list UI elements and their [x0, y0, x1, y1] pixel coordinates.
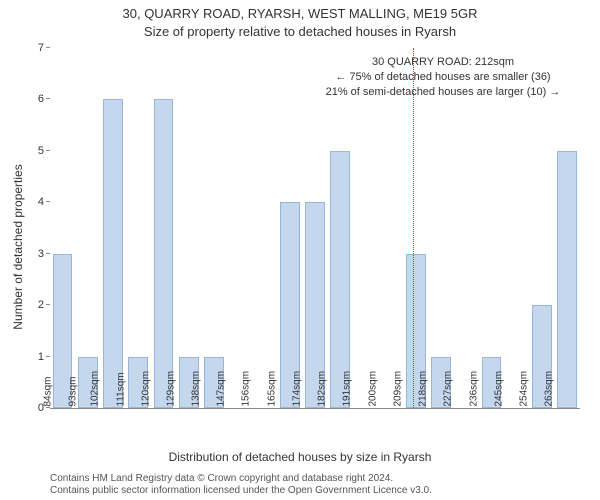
bar-slot: 245sqm: [504, 48, 529, 408]
x-tick-label: 93sqm: [67, 376, 78, 406]
x-tick-label: 174sqm: [292, 371, 303, 407]
x-tick-label: 182sqm: [317, 371, 328, 407]
x-tick-label: 236sqm: [468, 371, 479, 407]
annotation-line1: 30 QUARRY ROAD: 212sqm: [326, 55, 561, 70]
x-tick-label: 200sqm: [367, 371, 378, 407]
x-tick-label: 102sqm: [90, 371, 101, 407]
x-tick-label: 129sqm: [165, 371, 176, 407]
x-axis-label: Distribution of detached houses by size …: [0, 450, 600, 464]
bar-slot: 156sqm: [252, 48, 277, 408]
x-tick-label: 156sqm: [241, 371, 252, 407]
bar-slot: 236sqm: [479, 48, 504, 408]
x-tick-label: 191sqm: [342, 371, 353, 407]
y-axis-label: Number of detached properties: [11, 147, 25, 347]
bar: [103, 99, 123, 408]
x-tick-label: 111sqm: [116, 372, 127, 406]
bar-slot: 147sqm: [227, 48, 252, 408]
bar-slot: 200sqm: [378, 48, 403, 408]
bar-slot: 227sqm: [454, 48, 479, 408]
chart-annotation: 30 QUARRY ROAD: 212sqm ← 75% of detached…: [326, 55, 561, 100]
bar-slot: 218sqm: [429, 48, 454, 408]
bar-slot: 93sqm: [75, 48, 100, 408]
chart-title-line2: Size of property relative to detached ho…: [0, 24, 600, 39]
bar-slot: 254sqm: [529, 48, 554, 408]
bar-slot: 263sqm: [555, 48, 580, 408]
chart-title-line1: 30, QUARRY ROAD, RYARSH, WEST MALLING, M…: [0, 6, 600, 21]
bar-slot: 138sqm: [201, 48, 226, 408]
bar-slot: 174sqm: [302, 48, 327, 408]
x-tick-label: 120sqm: [140, 371, 151, 407]
annotation-line3: 21% of semi-detached houses are larger (…: [326, 85, 561, 100]
bar-slot: 84sqm: [50, 48, 75, 408]
x-tick-label: 227sqm: [443, 371, 454, 407]
x-tick-label: 218sqm: [418, 371, 429, 407]
bar-slot: 120sqm: [151, 48, 176, 408]
chart-plot-area: 01234567 84sqm93sqm102sqm111sqm120sqm129…: [50, 48, 580, 409]
bar-slot: 129sqm: [176, 48, 201, 408]
x-tick-label: 147sqm: [216, 371, 227, 407]
bar-slot: 102sqm: [100, 48, 125, 408]
y-tick-label: 2: [38, 299, 50, 311]
bar-slot: 191sqm: [353, 48, 378, 408]
x-tick-label: 254sqm: [519, 371, 530, 407]
y-tick-label: 6: [38, 93, 50, 105]
x-tick-label: 165sqm: [266, 371, 277, 407]
bar: [154, 99, 174, 408]
y-tick-label: 7: [38, 42, 50, 54]
annotation-line2: ← 75% of detached houses are smaller (36…: [326, 70, 561, 85]
y-tick-label: 3: [38, 248, 50, 260]
x-tick-label: 245sqm: [494, 371, 505, 407]
x-tick-label: 263sqm: [544, 371, 555, 407]
bar: [330, 151, 350, 408]
bar-slot: 209sqm: [403, 48, 428, 408]
x-tick-label: 209sqm: [393, 371, 404, 407]
footer-line2: Contains public sector information licen…: [50, 485, 432, 496]
x-tick-label: 138sqm: [191, 371, 202, 407]
y-tick-label: 4: [38, 196, 50, 208]
bar-slot: 182sqm: [328, 48, 353, 408]
bar-slot: 165sqm: [277, 48, 302, 408]
footer-line1: Contains HM Land Registry data © Crown c…: [50, 473, 393, 484]
bar-slot: 111sqm: [126, 48, 151, 408]
x-tick-label: 84sqm: [42, 376, 53, 406]
reference-line: [413, 48, 414, 408]
bar: [557, 151, 577, 408]
y-tick-label: 5: [38, 145, 50, 157]
y-tick-label: 1: [38, 351, 50, 363]
